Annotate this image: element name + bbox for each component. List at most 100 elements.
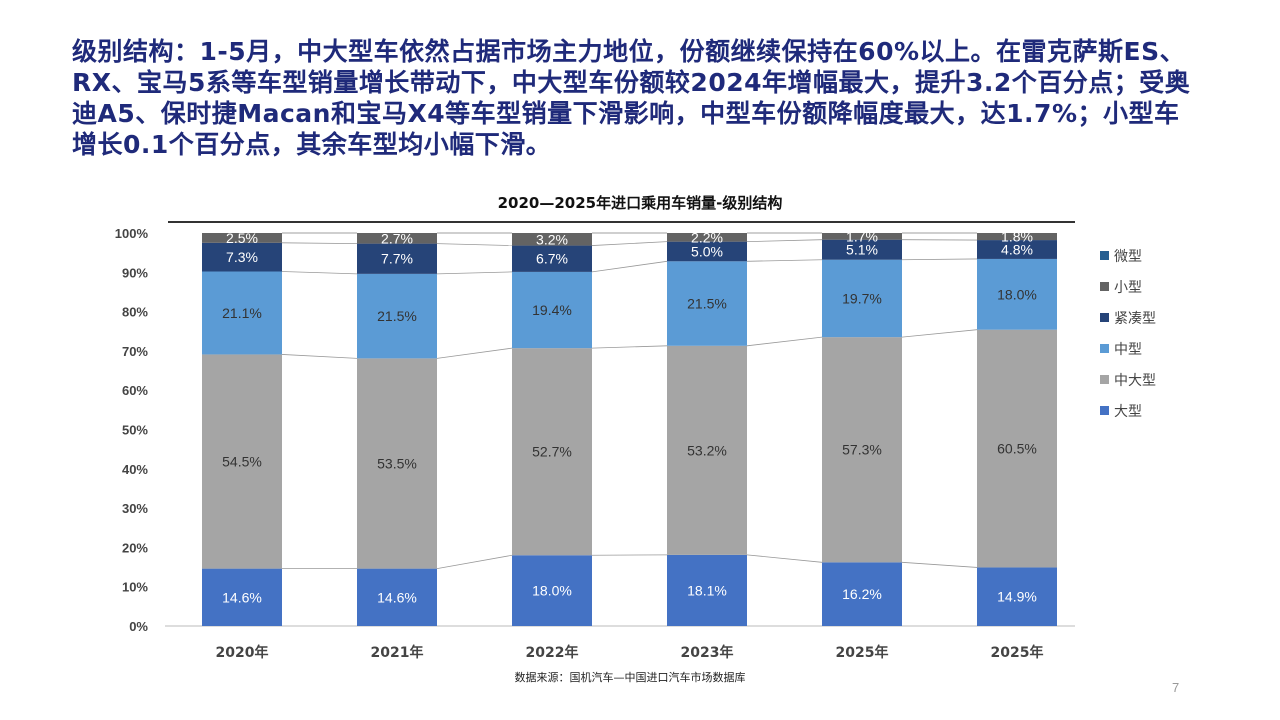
bar-segment	[667, 261, 747, 346]
series-connector-line	[901, 258, 978, 261]
x-tick-label: 2025年	[836, 644, 889, 661]
bar-segment	[822, 562, 902, 626]
data-label: 54.5%	[222, 454, 262, 470]
data-source: 数据来源：国机汽车—中国进口汽车市场数据库	[0, 669, 1280, 685]
data-label: 21.1%	[222, 305, 262, 321]
legend-label: 大型	[1114, 404, 1142, 420]
bar-segment	[512, 245, 592, 272]
data-label: 60.5%	[997, 441, 1037, 457]
bar-segment	[357, 273, 437, 359]
page-number: 7	[1172, 680, 1180, 695]
data-label: 5.0%	[691, 243, 723, 259]
data-label: 2.5%	[226, 230, 258, 246]
headline-text: 级别结构：1-5月，中大型车依然占据市场主力地位，份额继续保持在60%以上。在雷…	[72, 37, 1191, 159]
bar-segment	[357, 568, 437, 626]
y-tick-label: 20%	[122, 540, 148, 555]
bar-segment	[512, 271, 592, 349]
bar-segment	[977, 329, 1057, 568]
bar-segment	[202, 233, 282, 243]
data-label: 52.7%	[532, 444, 572, 460]
bar-segment	[202, 354, 282, 569]
legend-swatch	[1100, 282, 1109, 291]
bar-segment	[977, 258, 1057, 330]
bar-segment	[512, 233, 592, 246]
bar-segment	[667, 241, 747, 262]
legend-swatch	[1100, 375, 1109, 384]
data-label: 4.8%	[1001, 242, 1033, 258]
series-connector-line	[281, 354, 358, 359]
data-label: 53.2%	[687, 442, 727, 458]
legend-swatch	[1100, 313, 1109, 322]
data-label: 53.5%	[377, 455, 417, 471]
data-label: 1.7%	[846, 228, 878, 244]
series-connector-line	[436, 271, 513, 275]
data-label: 18.0%	[997, 286, 1037, 302]
bar-segment	[822, 239, 902, 260]
data-label: 7.7%	[381, 251, 413, 267]
bar-segment	[667, 554, 747, 626]
data-label: 2.2%	[691, 229, 723, 245]
x-tick-label: 2022年	[526, 644, 579, 661]
legend-label: 微型	[1114, 249, 1142, 265]
legend-swatch	[1100, 344, 1109, 353]
data-label: 14.6%	[377, 589, 417, 605]
series-connector-line	[436, 243, 513, 246]
data-label: 21.5%	[687, 296, 727, 312]
legend-label: 中型	[1114, 342, 1142, 358]
x-tick-label: 2023年	[681, 644, 734, 661]
series-connector-line	[436, 347, 513, 359]
data-label: 18.1%	[687, 582, 727, 598]
data-label: 19.7%	[842, 290, 882, 306]
y-tick-label: 60%	[122, 383, 148, 398]
bar-segment	[357, 358, 437, 569]
series-connector-line	[901, 561, 978, 568]
y-tick-label: 100%	[115, 226, 149, 241]
bar-segment	[977, 567, 1057, 626]
series-connector-line	[746, 259, 823, 262]
series-connector-line	[746, 239, 823, 243]
x-tick-label: 2021年	[371, 644, 424, 661]
y-tick-label: 50%	[122, 423, 148, 438]
data-label: 19.4%	[532, 302, 572, 318]
series-connector-line	[281, 271, 358, 275]
bar-segment	[667, 233, 747, 242]
bar-segment	[202, 568, 282, 626]
x-tick-label: 2020年	[216, 644, 269, 661]
bar-segment	[512, 555, 592, 626]
y-tick-label: 80%	[122, 305, 148, 320]
y-tick-label: 40%	[122, 462, 148, 477]
data-label: 2.7%	[381, 230, 413, 246]
bar-segment	[822, 259, 902, 338]
bar-segment	[202, 271, 282, 355]
legend-label: 紧凑型	[1114, 310, 1156, 327]
bar-segment	[202, 242, 282, 272]
bar-segment	[357, 233, 437, 244]
bar-segment	[512, 348, 592, 556]
legend-label: 小型	[1114, 280, 1142, 296]
series-connector-line	[901, 329, 978, 338]
series-connector-line	[436, 554, 513, 570]
data-label: 6.7%	[536, 251, 568, 267]
data-label: 14.9%	[997, 589, 1037, 605]
y-tick-label: 30%	[122, 501, 148, 516]
data-label: 21.5%	[377, 308, 417, 324]
series-connector-line	[281, 242, 358, 245]
y-tick-label: 90%	[122, 265, 148, 280]
y-tick-label: 70%	[122, 344, 148, 359]
legend-label: 中大型	[1114, 373, 1156, 389]
data-label: 1.8%	[1001, 229, 1033, 245]
bar-segment	[977, 233, 1057, 241]
y-tick-label: 10%	[122, 580, 148, 595]
series-connector-line	[591, 345, 668, 349]
x-tick-label: 2025年	[991, 644, 1044, 661]
y-tick-label: 0%	[129, 619, 148, 634]
bar-segment	[822, 337, 902, 563]
series-connector-line	[591, 260, 668, 273]
data-label: 18.0%	[532, 583, 572, 599]
series-connector-line	[591, 241, 668, 246]
bar-segment	[357, 243, 437, 274]
data-label: 5.1%	[846, 242, 878, 258]
bar-segment	[977, 240, 1057, 259]
data-source-text: 数据来源：国机汽车—中国进口汽车市场数据库	[514, 671, 746, 684]
